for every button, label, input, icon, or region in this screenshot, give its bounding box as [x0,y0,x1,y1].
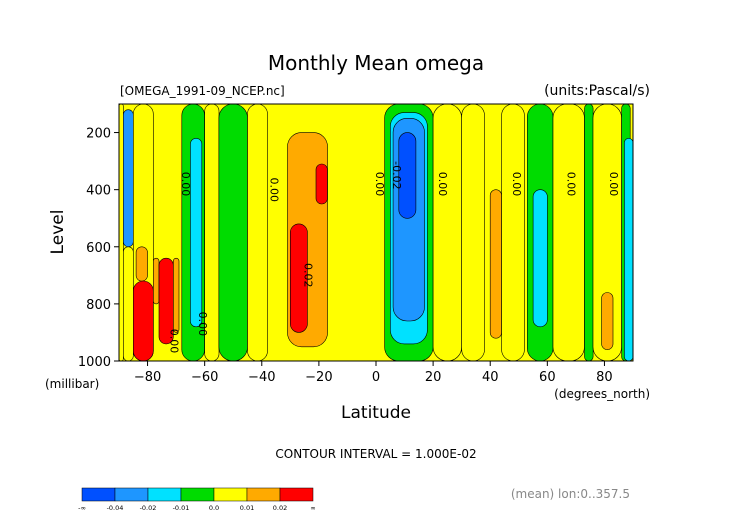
contour-band-26 [532,189,548,328]
contour-band-22 [461,103,485,362]
y-tick-label-4: 1000 [78,355,111,370]
x-axis-label: Latitude [341,403,411,423]
contour-band-20 [398,132,417,219]
contour-band-15 [289,223,308,333]
legend-swatch-2 [147,487,182,502]
color-legend: -∞ -0.04 -0.02 -0.01 0.0 0.01 0.02 ∞ [78,487,316,512]
legend-label-5: 0.01 [240,504,254,512]
y-axis-units: (millibar) [45,377,99,391]
contour-label-6: 0.00 [510,172,523,197]
contour-band-12 [218,103,248,362]
y-tick-label-1: 400 [86,184,111,199]
contour-label-4: -0.02 [390,161,403,189]
x-tick-label-8: 80 [596,370,613,385]
contour-label-10: 0.00 [196,312,209,337]
x-axis-units: (degrees_north) [554,387,650,401]
contour-band-10 [190,138,203,328]
contour-band-32 [624,138,634,362]
x-tick-label-4: 0 [372,370,380,385]
legend-label-4: 0.0 [209,504,219,512]
contour-band-16 [315,163,328,205]
x-tick-label-7: 60 [539,370,556,385]
units-label: (units:Pascal/s) [544,83,650,99]
contour-label-7: 0.00 [564,172,577,197]
contour-label-layer: 0.00 0.00 0.02 0.00 -0.02 0.00 0.00 0.00 0.00 0.0… [167,161,620,353]
contour-interval-text: CONTOUR INTERVAL = 1.000E-02 [275,447,476,461]
contour-band-13 [247,103,268,362]
legend-swatch-4 [213,487,248,502]
x-tick-label-0: −80 [134,370,161,385]
plot-area: 0.00 0.00 0.02 0.00 -0.02 0.00 0.00 0.00 0.00 0.0… [118,103,634,362]
contour-band-1 [123,109,134,248]
contour-fill-layer [118,103,634,362]
legend-label-1: -0.04 [107,504,124,512]
x-tick-label-5: 20 [425,370,442,385]
y-axis: 200 400 600 800 1000 [78,127,119,370]
legend-label-0: -∞ [78,504,86,512]
contour-band-23 [489,189,502,339]
x-tick-label-6: 40 [482,370,499,385]
y-tick-label-3: 800 [86,298,111,313]
chart-title: Monthly Mean omega [268,51,484,75]
contour-label-2: 0.02 [302,263,315,288]
legend-label-2: -0.02 [140,504,157,512]
x-tick-label-1: −60 [191,370,218,385]
contour-label-8: 0.00 [607,172,620,197]
contour-band-8 [173,257,180,333]
y-axis-label: Level [48,210,68,255]
contour-band-28 [584,103,594,362]
legend-label-3: -0.01 [173,504,190,512]
contour-label-5: 0.00 [436,172,449,197]
legend-label-7: ∞ [310,504,315,512]
contour-label-0: 0.00 [179,172,192,197]
y-tick-label-2: 600 [86,241,111,256]
legend-swatch-3 [180,487,215,502]
contour-label-3: 0.00 [373,172,386,197]
contour-band-2 [123,246,134,362]
contour-band-0 [118,103,124,362]
x-tick-label-3: −20 [305,370,332,385]
contour-band-30 [601,292,614,350]
contour-label-1: 0.00 [267,177,280,202]
x-tick-label-2: −40 [248,370,275,385]
contour-band-5 [133,280,154,362]
x-axis: −80 −60 −40 −20 0 20 40 60 80 [134,361,613,385]
contour-band-21 [432,103,463,362]
legend-swatch-6 [279,487,314,502]
contour-band-6 [153,257,160,305]
contour-band-24 [501,103,525,362]
footer-mean-lon: (mean) lon:0..357.5 [511,487,630,501]
legend-swatch-1 [114,487,149,502]
file-label: [OMEGA_1991-09_NCEP.nc] [120,84,285,98]
legend-swatch-0 [81,487,116,502]
y-tick-label-0: 200 [86,127,111,142]
contour-label-9: 0.00 [167,329,180,354]
contour-band-4 [135,246,148,282]
contour-band-27 [552,103,585,362]
legend-label-6: 0.02 [273,504,287,512]
legend-swatch-5 [246,487,281,502]
